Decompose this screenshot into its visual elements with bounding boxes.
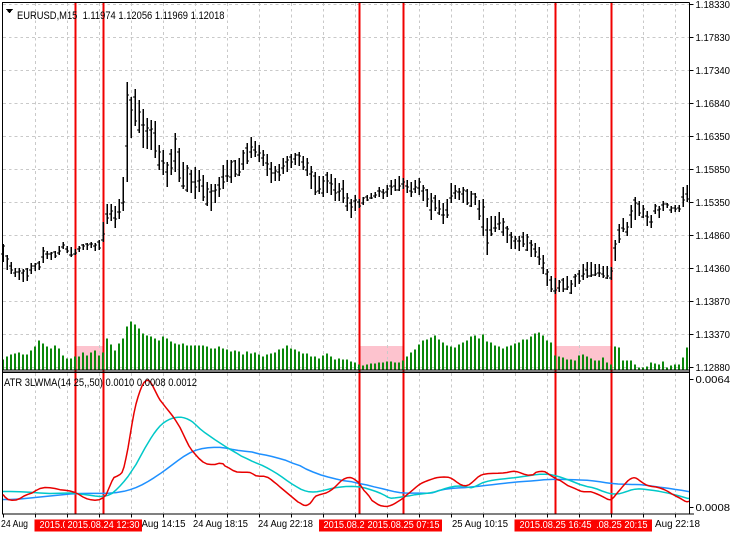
svg-text:24 Aug: 24 Aug — [1, 519, 28, 530]
svg-text:0.0064: 0.0064 — [696, 375, 731, 386]
svg-text:ATR 3LWMA(14 25,,50) 0.0010 0.: ATR 3LWMA(14 25,,50) 0.0010 0.0008 0.001… — [4, 377, 197, 389]
svg-text:1.15350: 1.15350 — [696, 198, 731, 209]
svg-text:24 Aug 22:18: 24 Aug 22:18 — [258, 519, 313, 530]
svg-text:2015.08.25 16:45: 2015.08.25 16:45 — [520, 520, 592, 531]
svg-text:2015.08.25 20:15: 2015.08.25 20:15 — [576, 520, 648, 531]
svg-text:1.17830: 1.17830 — [696, 33, 731, 44]
svg-text:1.12880: 1.12880 — [696, 363, 731, 374]
svg-text:1.16350: 1.16350 — [696, 132, 731, 143]
svg-text:2015.08.24 12:30: 2015.08.24 12:30 — [68, 520, 140, 531]
svg-text:Aug 14:15: Aug 14:15 — [142, 519, 186, 530]
svg-text:EURUSD,M15 1.11974 1.12056 1.: EURUSD,M15 1.11974 1.12056 1.11969 1.120… — [17, 10, 225, 22]
svg-text:1.14860: 1.14860 — [696, 231, 731, 242]
svg-text:1.14360: 1.14360 — [696, 264, 731, 275]
svg-text:2015.08.25 07:15: 2015.08.25 07:15 — [368, 520, 440, 531]
svg-text:Aug 22:18: Aug 22:18 — [655, 519, 700, 530]
svg-text:1.13370: 1.13370 — [696, 330, 731, 341]
svg-text:1.16840: 1.16840 — [696, 99, 731, 110]
svg-text:1.17340: 1.17340 — [696, 66, 731, 77]
svg-text:0.0008: 0.0008 — [696, 503, 731, 514]
svg-text:2015.08.25 04:30: 2015.08.25 04:30 — [324, 520, 396, 531]
svg-text:1.15850: 1.15850 — [696, 165, 731, 176]
svg-text:1.13870: 1.13870 — [696, 297, 731, 308]
svg-text:25 Aug 10:15: 25 Aug 10:15 — [452, 519, 508, 530]
svg-text:1.18330: 1.18330 — [696, 0, 731, 11]
svg-text:24 Aug 18:15: 24 Aug 18:15 — [193, 519, 248, 530]
